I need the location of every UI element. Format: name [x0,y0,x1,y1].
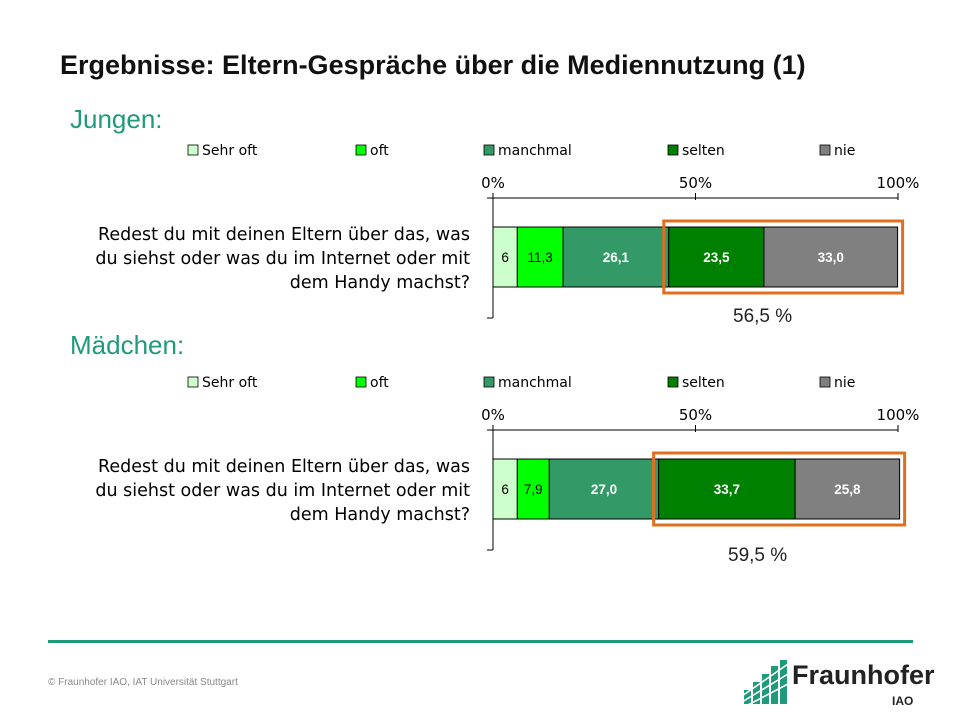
bar-segment [763,226,899,288]
logo-wordmark: Fraunhofer [792,660,935,690]
bar-segment [658,458,796,520]
bar-value-label: 11,3 [528,250,553,265]
legend-swatch [667,376,679,388]
x-tick-label: 50% [679,174,712,192]
legend-label: Sehr oft [202,375,258,391]
copyright-text: © Fraunhofer IAO, IAT Universität Stuttg… [48,677,238,688]
legend-label: nie [834,143,855,159]
bar-value-label: 26,1 [603,250,630,265]
legend-swatch [187,144,199,156]
chart-maedchen: Sehr oft oft manchmal selten nie 0% 50% 100% Red… [0,372,960,612]
chart-jungen: Sehr oft oft manchmal selten nie 0% 50% 100% Red… [0,140,960,380]
chart-svg: Sehr oft oft manchmal selten nie 0% 50% 100% Red… [95,143,920,319]
legend-label: oft [370,375,389,391]
chart-svg: Sehr oft oft manchmal selten nie 0% 50% 100% Red… [95,375,920,551]
highlight-box [652,451,907,527]
legend-label: nie [834,375,855,391]
x-tick-label: 100% [877,174,920,192]
legend-swatch [667,144,679,156]
category-label-line: dem Handy machst? [290,273,470,293]
bar-segment [548,458,660,520]
legend-label: selten [682,143,725,159]
bar-value-label: 25,8 [834,482,861,497]
section-label-maedchen: Mädchen: [70,330,185,360]
bar-value-label: 6 [501,482,509,497]
bar-segment [794,458,901,520]
bar-value-label: 7,9 [524,482,543,497]
bar-segment [562,226,670,288]
highlight-box [662,219,905,295]
category-label-line: Redest du mit deinen Eltern über das, wa… [98,225,470,245]
legend-swatch [819,376,831,388]
category-label-line: dem Handy machst? [290,505,470,525]
highlight-label-maedchen: 59,5 % [728,545,788,566]
bar-segment [668,226,765,288]
legend-label: oft [370,143,389,159]
bar-value-label: 23,5 [703,250,730,265]
bar-segment [492,226,518,288]
fraunhofer-logo: Fraunhofer IAO [742,658,935,710]
section-label-jungen: Jungen: [70,104,163,134]
legend-swatch [355,376,367,388]
bar-segment [516,458,550,520]
bar-value-label: 33,7 [714,482,740,497]
legend-swatch [483,376,495,388]
fraunhofer-logo-icon [742,660,788,706]
x-tick-label: 50% [679,406,712,424]
bar-value-label: 33,0 [818,250,844,265]
legend-swatch [483,144,495,156]
bar-segment [516,226,564,288]
legend-label: selten [682,375,725,391]
legend-swatch [187,376,199,388]
category-label-line: du siehst oder was du im Internet oder m… [95,249,470,269]
legend-label: Sehr oft [202,143,258,159]
logo-subtitle: IAO [892,694,914,708]
bar-segment [492,458,518,520]
x-tick-label: 100% [877,406,920,424]
highlight-label-jungen: 56,5 % [733,306,793,327]
bar-value-label: 6 [501,250,509,265]
bar-value-label: 27,0 [591,482,617,497]
x-tick-label: 0% [481,174,505,192]
category-label-line: du siehst oder was du im Internet oder m… [95,481,470,501]
page-title: Ergebnisse: Eltern-Gespräche über die Me… [60,50,806,80]
legend-swatch [819,144,831,156]
category-label-line: Redest du mit deinen Eltern über das, wa… [98,457,470,477]
legend-swatch [355,144,367,156]
footer-divider [48,640,913,643]
x-tick-label: 0% [481,406,505,424]
legend-label: manchmal [498,375,572,391]
legend-label: manchmal [498,143,572,159]
